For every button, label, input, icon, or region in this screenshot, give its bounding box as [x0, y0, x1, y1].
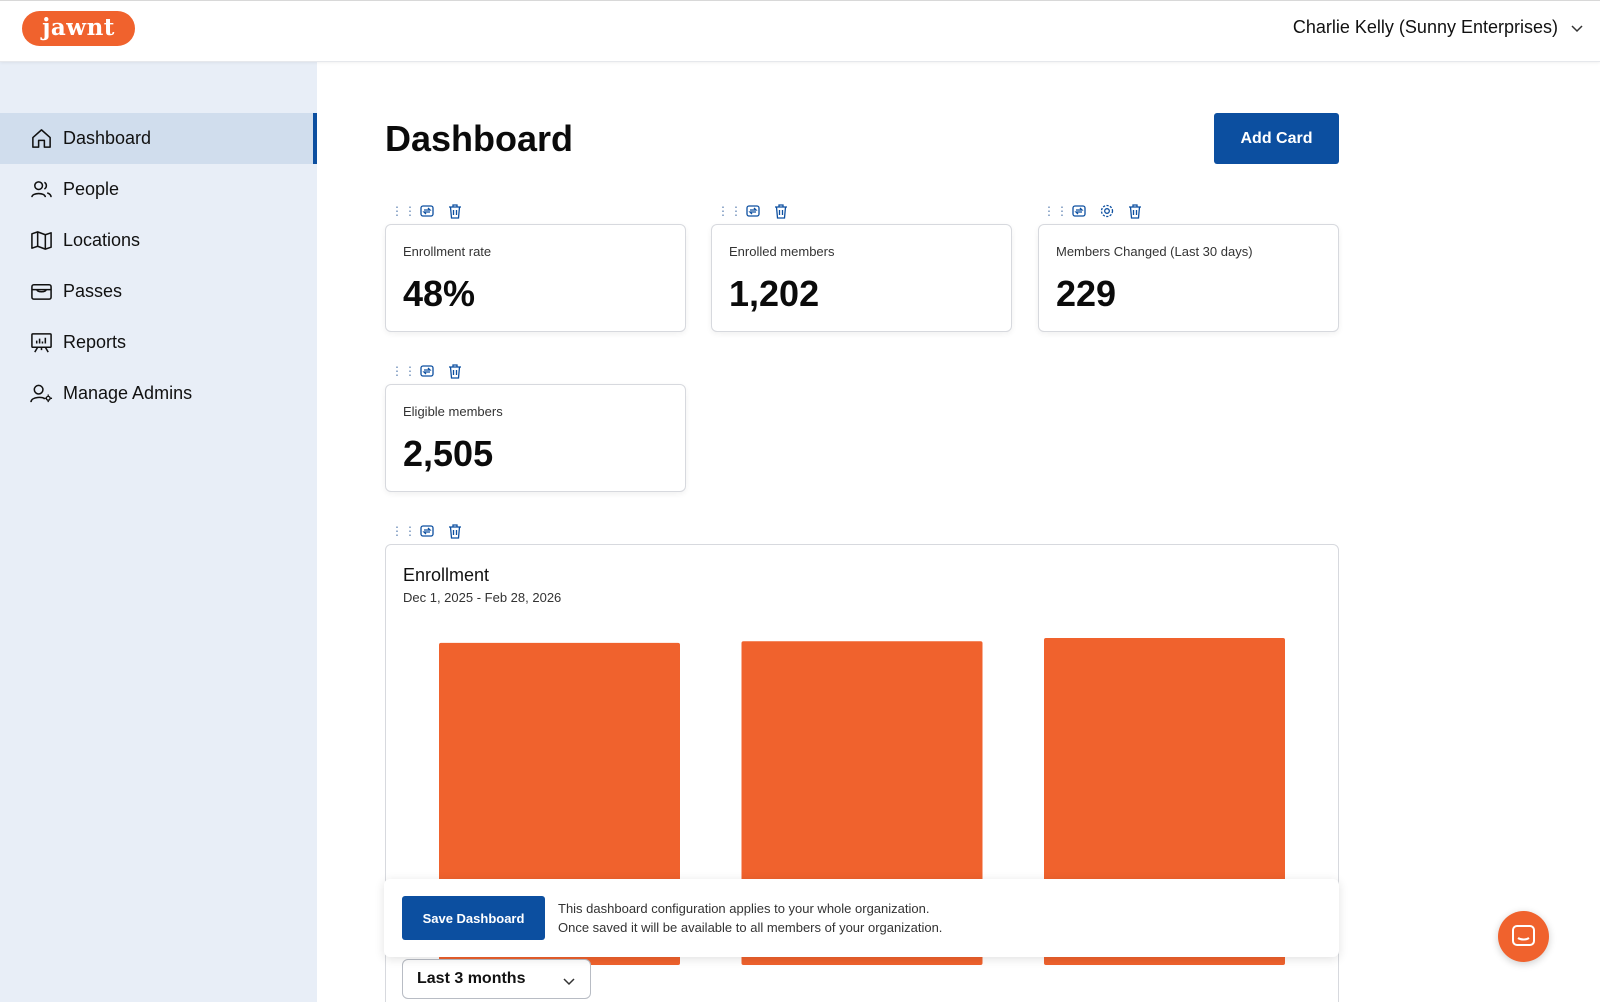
swap-icon[interactable] [419, 363, 435, 379]
drag-handle-icon[interactable]: ⋮⋮ [391, 204, 417, 218]
trash-icon[interactable] [447, 523, 463, 539]
save-info-text: This dashboard configuration applies to … [558, 899, 942, 937]
user-menu[interactable]: Charlie Kelly (Sunny Enterprises) [1293, 17, 1584, 38]
wallet-icon [31, 284, 52, 300]
trash-icon[interactable] [1127, 203, 1143, 219]
sidebar-item-label: Reports [63, 332, 127, 352]
sidebar-item-label: Passes [63, 281, 123, 301]
save-dashboard-button[interactable]: Save Dashboard [402, 896, 545, 940]
sidebar-item-people[interactable]: People [0, 164, 317, 215]
sidebar-item-label: Locations [63, 230, 141, 250]
map-icon [31, 231, 52, 250]
sidebar-nav: Dashboard People Locations Passes Report… [0, 113, 317, 419]
swap-icon[interactable] [419, 203, 435, 219]
trash-icon[interactable] [773, 203, 789, 219]
card-toolbar: ⋮⋮ [391, 362, 463, 380]
chevron-down-icon [563, 978, 575, 986]
drag-handle-icon[interactable]: ⋮⋮ [1043, 204, 1069, 218]
stat-card-members-changed: Members Changed (Last 30 days) 229 [1038, 224, 1339, 332]
card-toolbar: ⋮⋮ [1043, 202, 1143, 220]
stat-value: 229 [1056, 273, 1117, 314]
date-range-value: Last 3 months [417, 970, 526, 987]
sidebar-item-label: Dashboard [63, 128, 152, 148]
stat-label: Enrollment rate [403, 244, 492, 259]
stat-label: Members Changed (Last 30 days) [1056, 244, 1253, 259]
gear-icon[interactable] [1099, 203, 1115, 219]
sidebar-item-dashboard[interactable]: Dashboard [0, 113, 317, 164]
drag-handle-icon[interactable]: ⋮⋮ [717, 204, 743, 218]
chat-launcher-button[interactable] [1498, 911, 1549, 962]
swap-icon[interactable] [745, 203, 761, 219]
card-toolbar: ⋮⋮ [391, 522, 463, 540]
add-card-button[interactable]: Add Card [1214, 113, 1339, 164]
sidebar-item-reports[interactable]: Reports [0, 317, 317, 368]
card-toolbar: ⋮⋮ [391, 202, 463, 220]
save-dashboard-bar: Save Dashboard This dashboard configurat… [384, 879, 1339, 957]
drag-handle-icon[interactable]: ⋮⋮ [391, 364, 417, 378]
page-title: Dashboard [385, 118, 574, 159]
stat-value: 2,505 [403, 433, 494, 474]
sidebar-item-manage-admins[interactable]: Manage Admins [0, 368, 317, 419]
stat-label: Eligible members [403, 404, 503, 419]
stat-card-enrolled-members: Enrolled members 1,202 [711, 224, 1012, 332]
chart-title: Enrollment [403, 565, 490, 585]
trash-icon[interactable] [447, 203, 463, 219]
top-bar: jawnt Charlie Kelly (Sunny Enterprises) [0, 0, 1600, 62]
card-toolbar: ⋮⋮ [717, 202, 789, 220]
stat-value: 48% [403, 273, 476, 314]
trash-icon[interactable] [447, 363, 463, 379]
chat-icon [1512, 925, 1535, 946]
people-icon [31, 181, 52, 198]
admin-user-icon [30, 384, 53, 403]
sidebar-item-label: People [63, 179, 120, 199]
swap-icon[interactable] [1071, 203, 1087, 219]
sidebar-item-passes[interactable]: Passes [0, 266, 317, 317]
sidebar-item-locations[interactable]: Locations [0, 215, 317, 266]
presentation-icon [31, 333, 52, 353]
stat-value: 1,202 [729, 273, 820, 314]
stat-label: Enrolled members [729, 244, 835, 259]
stat-card-eligible-members: Eligible members 2,505 [385, 384, 686, 492]
save-info-line-2: Once saved it will be available to all m… [558, 920, 943, 935]
save-info-line-1: This dashboard configuration applies to … [558, 901, 930, 916]
date-range-select[interactable]: Last 3 months [402, 959, 591, 999]
sidebar-item-label: Manage Admins [63, 383, 193, 403]
home-icon [32, 129, 51, 148]
stat-card-enrollment-rate: Enrollment rate 48% [385, 224, 686, 332]
jawnt-logo[interactable]: jawnt [22, 11, 135, 46]
chart-date-range: Dec 1, 2025 - Feb 28, 2026 [403, 590, 562, 605]
drag-handle-icon[interactable]: ⋮⋮ [391, 524, 417, 538]
sidebar: Dashboard People Locations Passes Report… [0, 62, 317, 1002]
user-name: Charlie Kelly (Sunny Enterprises) [1292, 17, 1558, 37]
chevron-down-icon [1571, 24, 1583, 32]
swap-icon[interactable] [419, 523, 435, 539]
